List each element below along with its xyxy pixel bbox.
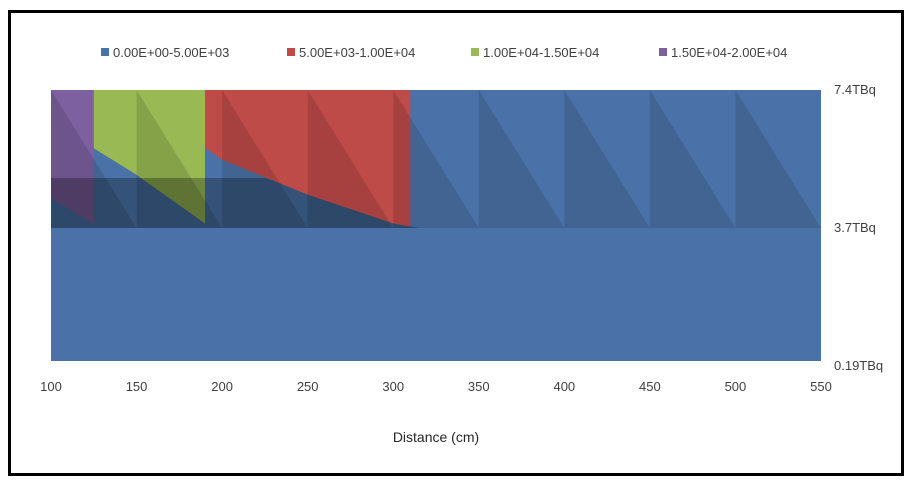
facet-8 <box>649 90 736 228</box>
facet-1 <box>51 90 137 228</box>
back-band-4 <box>51 90 94 225</box>
facet-3 <box>222 90 308 228</box>
surface-back-wall <box>51 90 821 228</box>
facet-5 <box>393 90 479 228</box>
front-band-low <box>51 228 821 361</box>
x-axis-ticks: 100 150 200 250 300 350 400 450 500 550 <box>40 379 832 394</box>
facet-9 <box>735 90 821 228</box>
x-axis-title: Distance (cm) <box>393 429 479 445</box>
series-tick-label: 3.7TBq <box>834 220 876 235</box>
x-tick-label: 250 <box>297 379 319 394</box>
legend-swatch-1 <box>101 48 109 56</box>
x-tick-label: 550 <box>810 379 832 394</box>
legend-swatch-4 <box>659 48 667 56</box>
series-tick-label: 7.4TBq <box>834 82 876 97</box>
legend-swatch-2 <box>287 48 295 56</box>
x-tick-label: 300 <box>382 379 404 394</box>
facet-6 <box>478 90 565 228</box>
x-tick-label: 450 <box>639 379 661 394</box>
x-tick-label: 500 <box>725 379 747 394</box>
legend-swatch-3 <box>471 48 479 56</box>
series-axis-ticks: 0.19TBq 3.7TBq 7.4TBq <box>834 82 883 373</box>
legend: 0.00E+00-5.00E+03 5.00E+03-1.00E+04 1.00E+… <box>101 45 787 60</box>
x-tick-label: 350 <box>468 379 490 394</box>
x-tick-label: 100 <box>40 379 62 394</box>
surface-chart: 0.00E+00-5.00E+03 5.00E+03-1.00E+04 1.00E+… <box>40 45 883 445</box>
x-tick-label: 200 <box>211 379 233 394</box>
legend-label-4: 1.50E+04-2.00E+04 <box>671 45 787 60</box>
x-tick-label: 150 <box>126 379 148 394</box>
back-wall-shade <box>51 178 821 228</box>
facet-4 <box>307 90 394 228</box>
series-tick-label: 0.19TBq <box>834 358 883 373</box>
chart-frame: 0.00E+00-5.00E+03 5.00E+03-1.00E+04 1.00E+… <box>8 10 904 476</box>
legend-label-2: 5.00E+03-1.00E+04 <box>299 45 415 60</box>
x-tick-label: 400 <box>553 379 575 394</box>
back-band-2 <box>51 90 411 227</box>
facet-2 <box>136 90 223 228</box>
surface-front-face <box>51 228 821 361</box>
legend-label-1: 0.00E+00-5.00E+03 <box>113 45 229 60</box>
facet-7 <box>564 90 650 228</box>
legend-label-3: 1.00E+04-1.50E+04 <box>483 45 599 60</box>
